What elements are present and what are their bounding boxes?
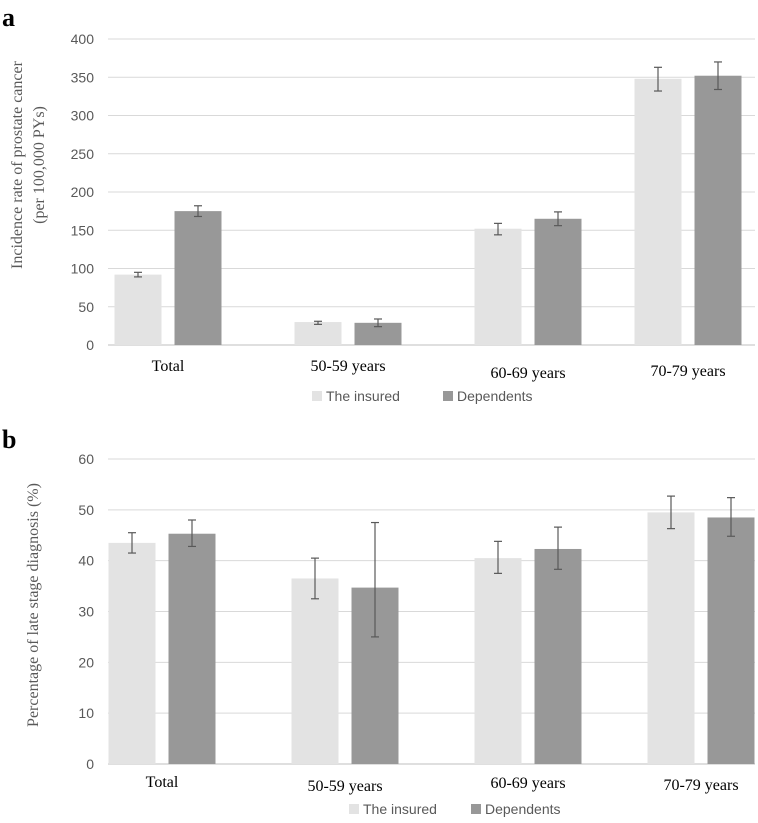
panel-b-letter: b [2, 425, 16, 454]
chart-a-bar [694, 75, 742, 345]
chart-b-legend-swatch [471, 804, 481, 814]
chart-b-bar [534, 548, 582, 764]
chart-b: 0 10 20 30 40 50 60 Total 50-59 years 60-69 years… [25, 451, 755, 817]
chart-a-bar [174, 211, 222, 345]
panel-a-letter: a [2, 3, 15, 32]
chart-a-category-label: 50-59 years [310, 358, 385, 375]
chart-b-bar [108, 542, 156, 764]
chart-b-category-label: 50-59 years [307, 778, 382, 795]
chart-a-bar [354, 322, 402, 345]
chart-b-legend-label: The insured [363, 801, 437, 817]
chart-b-ytick-label: 60 [78, 451, 94, 467]
chart-b-ytick-label: 40 [78, 553, 94, 569]
chart-b-legend-label: Dependents [485, 801, 561, 817]
chart-a-category-label: 60-69 years [490, 365, 565, 382]
chart-a-category-label: Total [152, 358, 185, 375]
chart-a-ylabel: Incidence rate of prostate cancer [9, 60, 26, 269]
chart-b-category-label: 60-69 years [490, 775, 565, 792]
chart-b-legend-swatch [349, 804, 359, 814]
chart-b-bar [647, 512, 695, 764]
chart-b-bar [291, 578, 339, 764]
chart-a-legend-swatch [443, 391, 453, 401]
chart-b-ytick-label: 30 [78, 604, 94, 620]
chart-b-ylabel: Percentage of late stage diagnosis (%) [25, 483, 42, 727]
chart-a-category-label: 70-79 years [650, 363, 725, 380]
chart-a-bar [474, 228, 522, 345]
chart-b-ytick-label: 20 [78, 654, 94, 670]
chart-a-ytick-label: 300 [71, 108, 95, 124]
chart-a-bar [294, 322, 342, 345]
chart-a-ytick-label: 400 [71, 31, 95, 47]
chart-a: 0 50 100 150 200 250 300 350 400 Total 50-59 years… [9, 31, 755, 404]
chart-a-bar [114, 274, 162, 345]
chart-b-ytick-label: 50 [78, 502, 94, 518]
chart-b-bar [707, 517, 755, 764]
chart-a-ytick-label: 150 [71, 222, 95, 238]
chart-b-ytick-label: 10 [78, 705, 94, 721]
chart-a-ylabel: (per 100,000 PYs) [31, 106, 48, 224]
chart-a-ytick-label: 250 [71, 146, 95, 162]
chart-b-category-label: 70-79 years [663, 777, 738, 794]
chart-a-ytick-label: 200 [71, 184, 95, 200]
chart-a-bar [634, 78, 682, 345]
chart-a-bar [534, 218, 582, 345]
chart-a-legend-label: Dependents [457, 388, 533, 404]
chart-a-ytick-label: 0 [86, 337, 94, 353]
chart-b-bar [474, 558, 522, 764]
chart-a-legend-swatch [312, 391, 322, 401]
chart-a-ytick-label: 100 [71, 261, 95, 277]
chart-a-ytick-label: 50 [78, 299, 94, 315]
chart-a-legend-label: The insured [326, 388, 400, 404]
chart-a-ytick-label: 350 [71, 69, 95, 85]
chart-b-ytick-label: 0 [86, 756, 94, 772]
chart-b-category-label: Total [146, 774, 179, 791]
chart-b-bar [168, 533, 216, 764]
